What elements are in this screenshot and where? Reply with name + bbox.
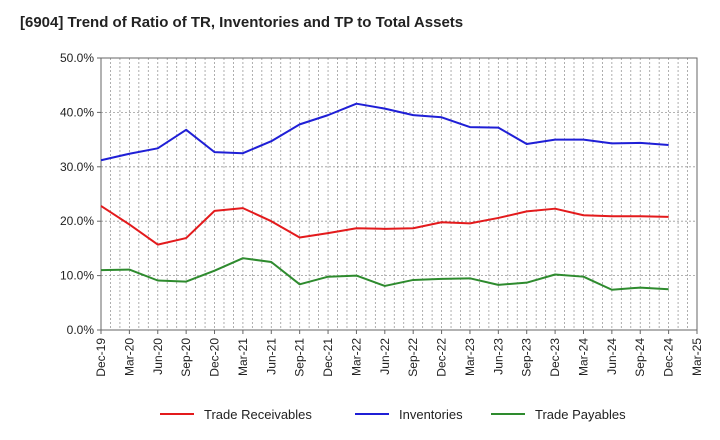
- y-tick-label: 30.0%: [60, 160, 94, 174]
- y-tick-label: 0.0%: [67, 323, 95, 337]
- legend-label-trade-payables: Trade Payables: [535, 407, 626, 422]
- plot-area-frame: [100, 57, 698, 331]
- x-tick-label: Jun-20: [151, 338, 165, 375]
- y-tick-label: 10.0%: [60, 269, 94, 283]
- x-tick-label: Jun-23: [491, 338, 505, 375]
- x-tick-label: Dec-22: [435, 338, 449, 377]
- series-line-inventories: [100, 102, 669, 162]
- y-tick-label: 20.0%: [60, 214, 94, 228]
- series-line-trade-receivables: [100, 205, 669, 246]
- legend: Trade Receivables Inventories Trade Payabl…: [160, 407, 626, 422]
- x-tick-label: Sep-21: [293, 338, 307, 377]
- x-tick-label: Sep-20: [179, 338, 193, 377]
- x-tick-label: Mar-25: [690, 338, 704, 376]
- x-tick-label: Dec-19: [94, 338, 108, 377]
- y-tick-label: 50.0%: [60, 51, 94, 65]
- x-tick-label: Sep-22: [406, 338, 420, 377]
- grid: [101, 58, 697, 330]
- series-line-trade-payables: [100, 257, 669, 291]
- series-lines: [100, 102, 669, 291]
- x-tick-label: Dec-21: [321, 338, 335, 377]
- x-tick-label: Jun-22: [378, 338, 392, 375]
- x-tick-label: Mar-22: [349, 338, 363, 376]
- x-tick-label: Jun-21: [264, 338, 278, 375]
- x-axis: Dec-19 Mar-20 Jun-20 Sep-20 Dec-20 Mar-21 Jun-…: [94, 330, 704, 377]
- x-tick-label: Dec-20: [208, 338, 222, 377]
- legend-label-inventories: Inventories: [399, 407, 463, 422]
- legend-label-trade-receivables: Trade Receivables: [204, 407, 312, 422]
- x-tick-label: Mar-20: [122, 338, 136, 376]
- x-tick-label: Dec-24: [662, 338, 676, 377]
- y-axis: 0.0% 10.0% 20.0% 30.0% 40.0% 50.0%: [60, 51, 101, 337]
- x-tick-label: Mar-23: [463, 338, 477, 376]
- x-tick-label: Mar-21: [236, 338, 250, 376]
- x-tick-label: Dec-23: [548, 338, 562, 377]
- y-tick-label: 40.0%: [60, 105, 94, 119]
- x-tick-label: Mar-24: [576, 338, 590, 376]
- x-tick-label: Sep-24: [633, 338, 647, 377]
- chart-title: [6904] Trend of Ratio of TR, Inventories…: [20, 14, 464, 31]
- x-tick-label: Jun-24: [605, 338, 619, 375]
- x-tick-label: Sep-23: [520, 338, 534, 377]
